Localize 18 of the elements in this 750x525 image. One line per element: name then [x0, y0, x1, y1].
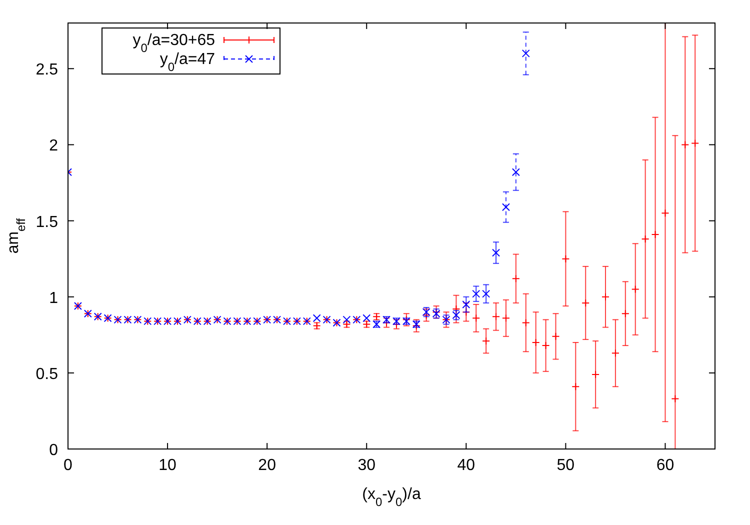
- point: [522, 49, 530, 58]
- point: [492, 248, 500, 257]
- x-tick-label: 60: [656, 457, 674, 474]
- x-tick-label: 50: [556, 457, 575, 474]
- x-tick-label: 30: [358, 457, 376, 474]
- x-tick-label: 20: [258, 457, 276, 474]
- x-axis-title: (x$_{0}$-y$_{0}$)/a: [362, 486, 421, 509]
- x-tick-label: 40: [457, 457, 476, 474]
- y-tick-label: 2.5: [36, 62, 58, 79]
- x-tick-label: 10: [158, 457, 177, 474]
- y-tick-label: 2: [49, 138, 58, 155]
- x-tick-label: 0: [64, 457, 73, 474]
- point: [502, 203, 510, 212]
- y-tick-label: 1: [49, 290, 58, 307]
- y-tick-label: 0: [49, 442, 58, 459]
- y-tick-label: 1.5: [36, 214, 58, 231]
- point: [512, 168, 520, 176]
- y-tick-label: 0.5: [36, 366, 58, 383]
